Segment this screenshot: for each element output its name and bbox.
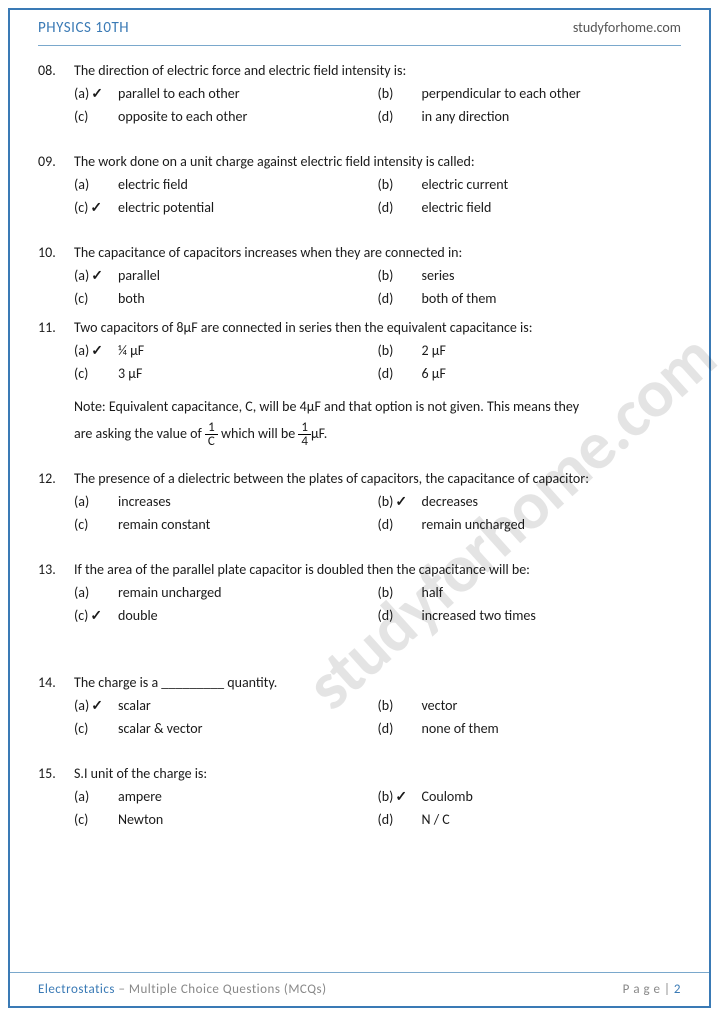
q-text: The direction of electric force and elec… [74, 62, 681, 79]
option-a: (a)✓parallel to each other [74, 85, 378, 102]
note-line1: Note: Equivalent capacitance, C, will be… [74, 398, 579, 415]
option-c: (c)✓electric potential [74, 199, 378, 216]
q-text: The work done on a unit charge against e… [74, 153, 681, 170]
option-b: (b)half [378, 584, 682, 601]
q-text: The capacitance of capacitors increases … [74, 244, 681, 261]
option-b: (b)electric current [378, 176, 682, 193]
q-text: If the area of the parallel plate capaci… [74, 561, 681, 578]
check-icon: ✓ [91, 85, 103, 102]
options: (a)✓scalar (b)vector (c)scalar & vector … [74, 697, 681, 743]
check-icon: ✓ [395, 788, 407, 805]
options: (a)electric field (b)electric current (c… [74, 176, 681, 222]
option-a: (a)✓parallel [74, 267, 378, 284]
note-line2b: which will be [218, 425, 298, 442]
question-15: 15.S.I unit of the charge is: (a)ampere … [38, 765, 681, 834]
question-08: 08.The direction of electric force and e… [38, 62, 681, 131]
options: (a)remain uncharged (b)half (c)✓double (… [74, 584, 681, 630]
option-a: (a)remain uncharged [74, 584, 378, 601]
footer-page: P a g e | 2 [623, 982, 681, 997]
header: PHYSICS 10TH studyforhome.com [38, 10, 681, 46]
option-c: (c)3 μF [74, 365, 378, 382]
option-a: (a)✓scalar [74, 697, 378, 714]
options: (a)✓¼ μF (b)2 μF (c)3 μF (d)6 μF [74, 342, 681, 388]
option-c: (c)scalar & vector [74, 720, 378, 737]
options: (a)increases (b)✓decreases (c)remain con… [74, 493, 681, 539]
q-number: 12. [38, 470, 74, 487]
question-note: Note: Equivalent capacitance, C, will be… [74, 394, 681, 448]
note-line2a: are asking the value of [74, 425, 205, 442]
option-d: (d)remain uncharged [378, 516, 682, 533]
question-09: 09.The work done on a unit charge agains… [38, 153, 681, 222]
option-c: (c)both [74, 290, 378, 307]
note-line2c: μF. [311, 425, 327, 442]
option-c: (c)✓double [74, 607, 378, 624]
check-icon: ✓ [395, 493, 407, 510]
check-icon: ✓ [91, 267, 103, 284]
q-number: 10. [38, 244, 74, 261]
option-c: (c)remain constant [74, 516, 378, 533]
q-number: 09. [38, 153, 74, 170]
question-10: 10.The capacitance of capacitors increas… [38, 244, 681, 313]
option-b: (b)perpendicular to each other [378, 85, 682, 102]
option-b: (b)series [378, 267, 682, 284]
option-d: (d)none of them [378, 720, 682, 737]
check-icon: ✓ [90, 199, 102, 216]
options: (a)✓parallel to each other (b)perpendicu… [74, 85, 681, 131]
options: (a)ampere (b)✓Coulomb (c)Newton (d)N / C [74, 788, 681, 834]
option-b: (b)✓Coulomb [378, 788, 682, 805]
q-number: 13. [38, 561, 74, 578]
q-number: 08. [38, 62, 74, 79]
option-d: (d)electric field [378, 199, 682, 216]
q-number: 15. [38, 765, 74, 782]
question-13: 13.If the area of the parallel plate cap… [38, 561, 681, 630]
option-b: (b)✓decreases [378, 493, 682, 510]
q-number: 14. [38, 674, 74, 691]
fraction-1c: 1C [205, 421, 218, 448]
q-text: The charge is a _________ quantity. [74, 674, 681, 691]
q-text: The presence of a dielectric between the… [74, 470, 681, 487]
options: (a)✓parallel (b)series (c)both (d)both o… [74, 267, 681, 313]
check-icon: ✓ [91, 697, 103, 714]
question-11: 11.Two capacitors of 8μF are connected i… [38, 319, 681, 448]
q-text: Two capacitors of 8μF are connected in s… [74, 319, 681, 336]
option-a: (a)ampere [74, 788, 378, 805]
check-icon: ✓ [90, 607, 102, 624]
option-b: (b)vector [378, 697, 682, 714]
q-text: S.I unit of the charge is: [74, 765, 681, 782]
option-b: (b)2 μF [378, 342, 682, 359]
fraction-14: 14 [298, 421, 311, 448]
option-c: (c)Newton [74, 811, 378, 828]
option-d: (d)6 μF [378, 365, 682, 382]
content-area: 08.The direction of electric force and e… [38, 46, 681, 834]
option-d: (d)increased two times [378, 607, 682, 624]
option-c: (c)opposite to each other [74, 108, 378, 125]
footer-topic: Electrostatics – Multiple Choice Questio… [38, 982, 327, 997]
option-a: (a)increases [74, 493, 378, 510]
footer: Electrostatics – Multiple Choice Questio… [10, 972, 709, 1006]
q-number: 11. [38, 319, 74, 336]
header-subject: PHYSICS 10TH [38, 19, 129, 37]
page-frame: PHYSICS 10TH studyforhome.com studyforho… [8, 8, 711, 1008]
question-12: 12.The presence of a dielectric between … [38, 470, 681, 539]
header-site: studyforhome.com [573, 19, 681, 36]
option-d: (d)in any direction [378, 108, 682, 125]
option-a: (a)✓¼ μF [74, 342, 378, 359]
option-d: (d)both of them [378, 290, 682, 307]
option-d: (d)N / C [378, 811, 682, 828]
option-a: (a)electric field [74, 176, 378, 193]
check-icon: ✓ [91, 342, 103, 359]
question-14: 14.The charge is a _________ quantity. (… [38, 674, 681, 743]
